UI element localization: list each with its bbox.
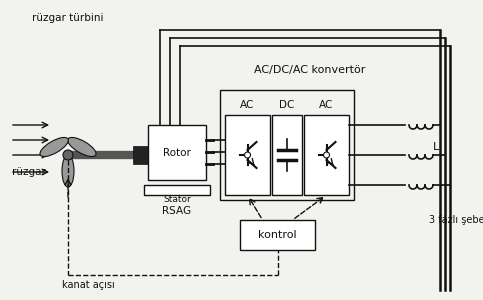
Text: 3 fazlı şebeke: 3 fazlı şebeke [428,215,483,225]
Bar [144,185,210,195]
Circle shape [63,150,73,160]
Text: Rotor: Rotor [163,148,191,158]
Bar [148,125,206,180]
Bar [240,220,315,250]
Circle shape [324,152,329,158]
Ellipse shape [62,155,74,187]
Text: RSAG: RSAG [162,206,192,216]
Text: AC/DC/AC konvertör: AC/DC/AC konvertör [255,65,366,75]
Text: rüzgar: rüzgar [12,167,46,177]
Text: L: L [433,142,439,152]
Text: kanat açısı: kanat açısı [62,280,114,290]
Text: kontrol: kontrol [258,230,297,240]
Bar [220,90,354,200]
Bar [133,146,148,164]
Text: AC: AC [241,100,255,110]
Text: Stator: Stator [163,196,191,205]
Ellipse shape [40,137,68,157]
Text: DC: DC [279,100,295,110]
Text: rüzgar türbini: rüzgar türbini [32,13,104,23]
Ellipse shape [68,137,96,157]
Bar [225,115,270,195]
Circle shape [244,152,251,158]
Text: AC: AC [319,100,334,110]
Bar [272,115,302,195]
Bar [304,115,349,195]
